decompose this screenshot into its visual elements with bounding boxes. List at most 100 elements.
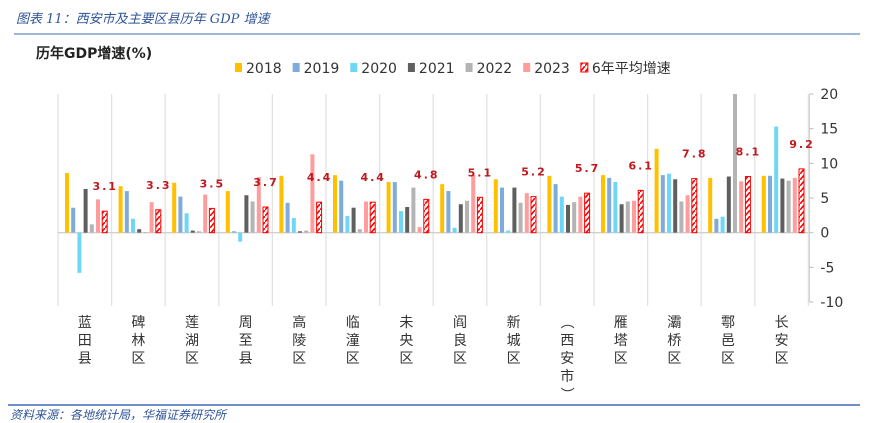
bar-2019 [339,180,344,233]
bar-2021 [566,204,570,233]
bar-2021 [351,207,356,233]
bar-2022 [304,230,309,233]
category-label-char: 区 [131,351,145,367]
category-label-char: 临 [346,315,360,331]
category-label-char: 桥 [667,333,681,349]
bar-2020 [345,216,350,233]
data-label: 4.8 [414,168,440,181]
category-label-char: 安 [560,351,574,367]
chart-title: 历年GDP增速(%) [36,45,152,62]
legend-swatch-2021 [407,63,415,72]
category-label-char: 县 [78,351,92,367]
data-label: 9.2 [789,138,815,151]
bar-2020 [506,230,511,233]
bar-2021 [673,179,678,233]
data-label: 3.5 [200,177,226,190]
bar-6年平均增速 [584,192,591,234]
category-label-char: 阎 [453,315,467,331]
legend-swatch-2023 [523,63,531,72]
category-label-char: 新 [507,315,521,331]
data-label: 8.1 [736,146,762,159]
bar-2022 [250,201,255,233]
bar-2019 [232,231,236,233]
bar-2021 [619,204,624,233]
bar-2022 [89,224,94,233]
bar-6年平均增速 [744,176,751,234]
bar-2019 [285,202,290,233]
category-label-char: 区 [721,351,735,367]
category-label-char: 良 [453,333,467,349]
category-label-char: 区 [399,351,413,367]
bar-2020 [131,218,135,233]
category-label-char: 市 [560,368,574,385]
bar-2022 [357,229,362,233]
category-label-char: 田 [78,333,92,349]
category-label-char: 西 [560,333,574,349]
bar-2023 [792,177,797,233]
category-label-char: 区 [667,351,681,367]
bar-2018 [386,182,391,233]
bar-2019 [178,196,183,233]
bar-2023 [417,227,422,233]
bar-2019 [124,191,129,233]
category-label-char: 区 [453,351,467,367]
bar-2019 [660,175,665,233]
bar-2021 [780,178,785,233]
category-label-char: 至 [239,333,253,349]
data-label: 5.1 [468,166,494,179]
bar-6年平均增速 [476,196,483,234]
category-label-char: 莲 [185,315,199,331]
category-label-char: 雁 [614,315,628,331]
bar-2022 [197,231,201,233]
bar-6年平均增速 [423,198,430,234]
bar-2023 [364,201,368,233]
legend-swatch-2020 [350,63,358,72]
category-label-char: 鄠 [721,315,735,331]
legend-label: 2019 [304,61,340,77]
category-label-char: 潼 [346,332,360,349]
legend-label: 2021 [419,61,455,77]
bar-2021 [298,231,302,233]
category-label-char: 碑 [131,315,145,331]
bar-2018 [547,175,552,233]
bar-2023 [149,202,154,233]
bar-2020 [774,126,779,233]
bar-2022 [465,200,469,233]
data-label: 5.2 [521,166,547,179]
data-label: 4.4 [360,171,386,184]
bar-2020 [559,196,564,233]
bar-2018 [601,175,605,233]
bar-6年平均增速 [369,201,376,234]
category-label-char: 区 [185,351,199,367]
bar-2019 [392,182,397,233]
category-label-char: 区 [775,351,789,367]
bar-2023 [310,154,315,233]
category-label-char: 陵 [292,333,306,349]
category-label-char: 灞 [667,315,681,331]
bar-2023 [578,196,583,233]
figure-title: 图表 11：西安市及主要区县历年 GDP 增速 [16,12,270,27]
y-tick-label: 5 [820,191,829,207]
bar-2018 [493,179,498,233]
bar-6年平均增速 [637,189,644,234]
bar-2022 [733,94,737,233]
y-tick-label: 0 [820,226,829,242]
bar-6年平均增速 [530,196,537,234]
bar-2022 [786,180,791,233]
bar-2020 [238,232,243,242]
y-tick-label: 10 [820,156,838,172]
y-tick-label: 20 [820,87,838,103]
bar-2021 [137,229,142,233]
bar-2018 [761,175,766,233]
legend-label: 2018 [246,61,282,77]
bar-2021 [83,188,88,233]
bar-2020 [291,218,296,233]
bar-2019 [768,175,772,233]
legend-label: 2020 [361,61,397,77]
category-label-char: 区 [614,351,628,367]
bar-2018 [440,184,445,233]
bar-2021 [458,204,463,233]
category-label-char: 蓝 [78,315,92,331]
bar-2018 [708,177,713,233]
bar-6年平均增速 [691,178,698,234]
